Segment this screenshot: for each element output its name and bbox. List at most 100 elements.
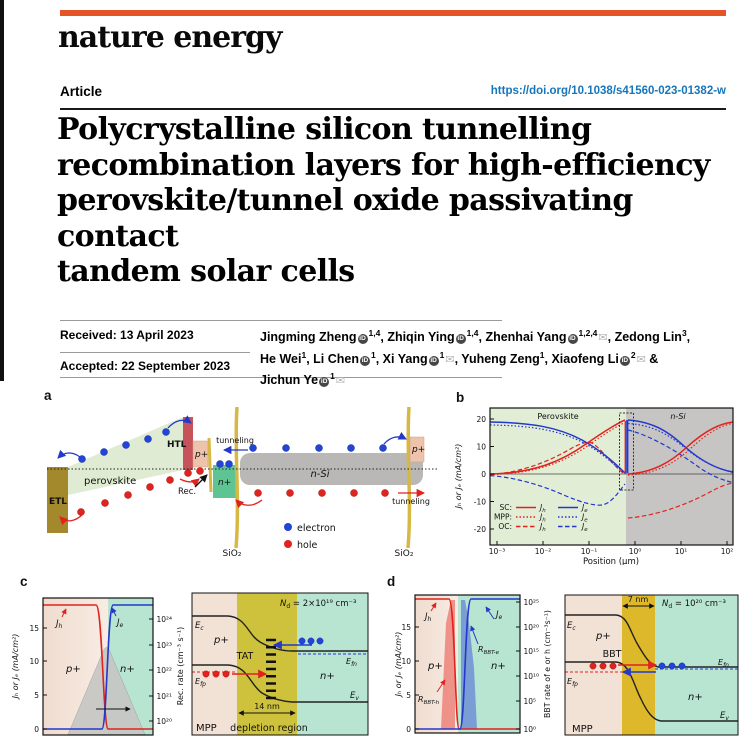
etl-label: ETL <box>49 497 67 507</box>
author: He Wei1, <box>260 350 314 366</box>
title-line-1: Polycrystalline silicon tunnelling <box>57 112 592 147</box>
svg-text:10¹: 10¹ <box>675 547 688 556</box>
diagram-frame <box>564 594 739 736</box>
svg-text:10²¹: 10²¹ <box>157 692 173 701</box>
author-name: Zhenhai Yang <box>485 330 567 345</box>
rbbt-h-arrow <box>436 679 446 693</box>
p-plus-poly-layer <box>192 440 209 468</box>
email-icon[interactable]: ✉ <box>445 352 455 366</box>
rbbt-h-band <box>441 600 455 729</box>
jh-curve <box>415 598 520 730</box>
svg-text:0: 0 <box>481 470 486 479</box>
svg-text:10: 10 <box>29 657 39 666</box>
p-plus-label: p+ <box>213 635 229 646</box>
legend-jh: Jh <box>538 513 546 524</box>
orcid-icon[interactable]: iD <box>428 355 439 366</box>
svg-text:10⁻³: 10⁻³ <box>489 547 506 556</box>
legend-je: Je <box>580 503 588 514</box>
plot-frame <box>489 407 734 546</box>
orcid-icon[interactable]: iD <box>359 355 370 366</box>
je-label: Je <box>494 610 503 621</box>
svg-text:-10: -10 <box>474 498 486 507</box>
panel-c-current-plot: 15 10 5 0 10²⁴ 10²³ 10²² 10²¹ 10²⁰ Jₕ or… <box>11 597 185 736</box>
junction-zoom-box <box>619 412 634 491</box>
svg-text:10⁻¹: 10⁻¹ <box>581 547 598 556</box>
email-icon[interactable]: ✉ <box>636 352 646 366</box>
email-icon[interactable]: ✉ <box>598 331 608 345</box>
svg-text:0: 0 <box>34 725 39 734</box>
legend-mpp: MPP: <box>494 513 512 522</box>
legend-je: Je <box>580 522 588 533</box>
author-name: Xiaofeng Li <box>551 351 619 366</box>
plot-legend: SC: Jh Je MPP: Jh Je OC: Jh Je <box>494 503 588 533</box>
perovskite-label: perovskite <box>84 476 136 487</box>
author-separator: & <box>645 351 659 366</box>
conduction-band <box>192 615 368 652</box>
electron-dots <box>298 637 324 645</box>
n-plus-label: n+ <box>120 664 135 675</box>
author: Zedong Lin3, <box>615 328 691 345</box>
je-arrow <box>111 607 117 617</box>
hole-arrow-left <box>59 513 84 526</box>
author-name: Li Chen <box>313 351 359 366</box>
diagram-frame <box>191 592 369 736</box>
legend-electron-label: electron <box>297 523 336 534</box>
je-arrow <box>485 606 495 620</box>
carrier-flow-arrows <box>57 415 426 526</box>
y-tick-labels: 15 10 5 0 <box>29 624 39 734</box>
rbbt-h-label: RBBT-h <box>418 695 440 706</box>
orcid-icon[interactable]: iD <box>619 355 630 366</box>
y-axis-label: Jₕ or Jₑ (mA/cm²) <box>395 632 403 699</box>
author-separator: , <box>454 351 462 366</box>
author-line-1: Jingming Zheng iD1,4, Zhiqin Ying iD1,4, Z… <box>260 325 732 347</box>
author-affiliation: 1,4 <box>368 328 381 338</box>
author-affiliation: 3 <box>681 328 687 338</box>
meta-rule-bottom <box>60 377 502 378</box>
n-plus-label: n+ <box>688 692 703 703</box>
jh-label: Jh <box>423 612 432 623</box>
svg-text:15: 15 <box>29 624 39 633</box>
orcid-icon[interactable]: iD <box>455 334 466 345</box>
sio2-left-label: SiO₂ <box>223 549 242 559</box>
hole-arrow-junction <box>179 478 200 487</box>
axis-ticks <box>43 618 153 730</box>
doi-link[interactable]: https://doi.org/10.1038/s41560-023-01382… <box>490 85 726 97</box>
hole-dots <box>77 467 389 516</box>
meta-rule-top <box>60 320 502 321</box>
efn-label: Efn <box>346 657 357 668</box>
jh-label: Jh <box>54 619 63 630</box>
orcid-icon[interactable]: iD <box>319 377 330 388</box>
efn-label: Efn <box>718 658 729 669</box>
htl-layer <box>183 417 193 470</box>
depletion-region <box>237 593 297 735</box>
je-curve <box>415 598 520 730</box>
tat-trap-ladder <box>266 638 276 700</box>
legend-oc: OC: <box>498 522 512 531</box>
sio2-layer-right <box>406 406 412 549</box>
panel-b-letter: b <box>456 390 465 405</box>
meta-rule-middle <box>60 352 250 353</box>
bbt-label: BBT <box>603 649 622 660</box>
mpp-label: MPP <box>572 724 593 735</box>
author-name: Jichun Ye <box>260 373 319 388</box>
rec-arrow <box>194 474 208 488</box>
n-si-label: n-Si <box>310 469 329 480</box>
orcid-icon[interactable]: iD <box>567 334 578 345</box>
author-affiliation: 2 <box>630 349 636 360</box>
author-line-3: Jichun Ye iD1✉ <box>260 368 732 390</box>
perovskite-region-label: Perovskite <box>537 412 578 421</box>
x-tick-labels: 10⁻³ 10⁻² 10⁻¹ 10⁰ 10¹ 10² <box>489 547 734 556</box>
author-separator: , <box>306 351 314 366</box>
author-separator: , <box>686 330 691 345</box>
efp-label: Efp <box>195 677 206 688</box>
panel-a-letter: a <box>44 388 52 403</box>
doping-label: Nd = 10²⁰ cm⁻³ <box>662 599 726 610</box>
right-tick-labels: 10²⁵ 10²⁰ 10¹⁵ 10¹⁰ 10⁵ 10⁰ <box>524 598 540 734</box>
paper-title: Polycrystalline silicon tunnelling recom… <box>57 112 742 290</box>
author: Xi Yang iD1✉, <box>383 350 462 366</box>
rbbt-e-arrow <box>470 625 479 645</box>
doping-label: Nd = 2×10¹⁹ cm⁻³ <box>280 599 356 610</box>
orcid-icon[interactable]: iD <box>357 334 368 345</box>
page-left-edge <box>0 0 4 381</box>
email-icon[interactable]: ✉ <box>335 374 346 388</box>
